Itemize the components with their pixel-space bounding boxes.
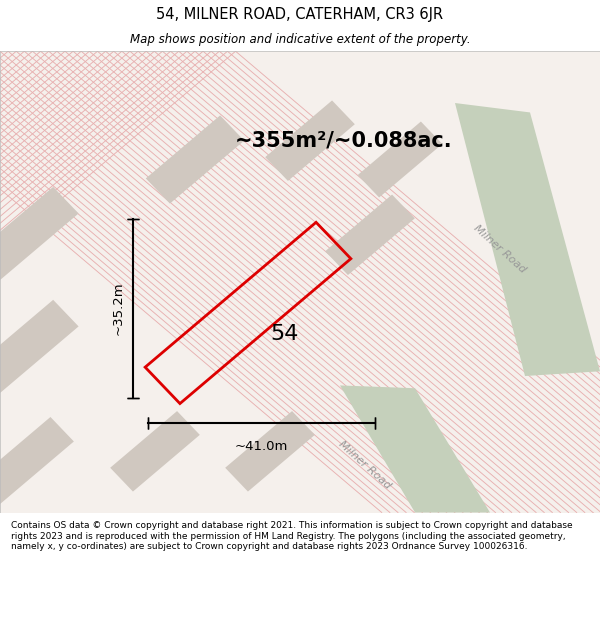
- Polygon shape: [0, 300, 79, 396]
- Polygon shape: [358, 121, 442, 198]
- Text: ~355m²/~0.088ac.: ~355m²/~0.088ac.: [235, 131, 452, 151]
- Polygon shape: [0, 417, 74, 504]
- Text: Map shows position and indicative extent of the property.: Map shows position and indicative extent…: [130, 34, 470, 46]
- Polygon shape: [146, 116, 244, 204]
- Text: 54: 54: [271, 324, 299, 344]
- Text: Milner Road: Milner Road: [337, 439, 393, 491]
- Polygon shape: [265, 101, 355, 181]
- Polygon shape: [0, 187, 79, 282]
- Text: ~41.0m: ~41.0m: [235, 440, 288, 453]
- Polygon shape: [340, 386, 490, 512]
- Polygon shape: [225, 411, 315, 491]
- Polygon shape: [110, 411, 200, 491]
- Text: Contains OS data © Crown copyright and database right 2021. This information is : Contains OS data © Crown copyright and d…: [11, 521, 572, 551]
- Text: Milner Road: Milner Road: [472, 223, 528, 275]
- Text: ~35.2m: ~35.2m: [112, 281, 125, 335]
- Text: 54, MILNER ROAD, CATERHAM, CR3 6JR: 54, MILNER ROAD, CATERHAM, CR3 6JR: [157, 7, 443, 22]
- Polygon shape: [325, 194, 415, 275]
- Polygon shape: [455, 103, 600, 376]
